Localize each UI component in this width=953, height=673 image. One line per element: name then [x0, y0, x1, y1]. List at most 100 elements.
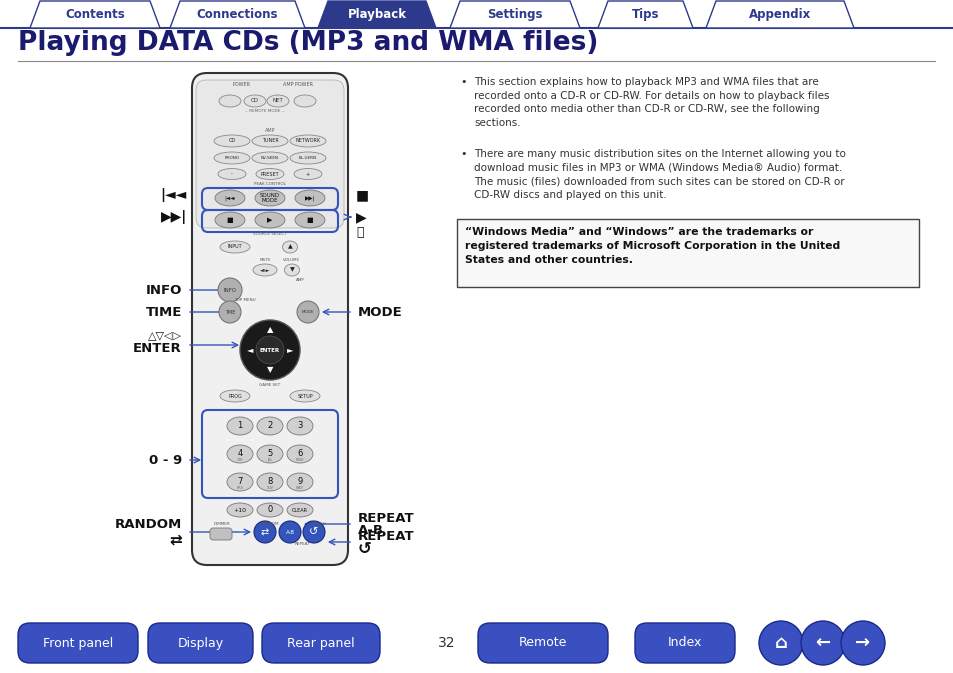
Text: 2: 2: [267, 421, 273, 431]
Ellipse shape: [253, 264, 276, 276]
FancyBboxPatch shape: [195, 80, 344, 228]
Text: REPEAT: REPEAT: [357, 530, 415, 542]
Text: RANDOM: RANDOM: [260, 522, 279, 526]
Text: ⇄: ⇄: [261, 527, 269, 537]
Text: ▶▶|: ▶▶|: [161, 210, 187, 224]
Text: PHONO: PHONO: [224, 156, 239, 160]
Ellipse shape: [252, 135, 288, 147]
Text: +10: +10: [233, 507, 246, 513]
Text: NET: NET: [273, 98, 283, 104]
Text: |◄◄: |◄◄: [225, 195, 235, 201]
Ellipse shape: [294, 168, 322, 180]
Ellipse shape: [218, 168, 246, 180]
Text: REPEAT: REPEAT: [357, 511, 415, 524]
Text: BL-UERN: BL-UERN: [298, 156, 316, 160]
Text: Tips: Tips: [631, 8, 659, 21]
Circle shape: [278, 521, 301, 543]
Text: ⇄: ⇄: [169, 532, 182, 548]
Ellipse shape: [255, 168, 284, 180]
Text: WXY: WXY: [295, 486, 304, 490]
Text: ↺: ↺: [357, 540, 372, 558]
Text: INFO: INFO: [146, 283, 182, 297]
Text: A-B: A-B: [357, 524, 384, 538]
Text: GAME SET: GAME SET: [259, 383, 280, 387]
Text: 9: 9: [297, 478, 302, 487]
Ellipse shape: [290, 390, 319, 402]
Text: Playing DATA CDs (MP3 and WMA files): Playing DATA CDs (MP3 and WMA files): [18, 30, 598, 56]
Text: JKL: JKL: [267, 458, 273, 462]
Text: ■: ■: [306, 217, 313, 223]
Text: 3: 3: [297, 421, 302, 431]
Text: •: •: [459, 77, 466, 87]
Text: →: →: [855, 634, 870, 652]
Ellipse shape: [287, 417, 313, 435]
Text: ⌂: ⌂: [774, 634, 786, 652]
Ellipse shape: [254, 190, 285, 206]
Text: “Windows Media” and “Windows” are the trademarks or
registered trademarks of Mic: “Windows Media” and “Windows” are the tr…: [464, 227, 840, 265]
FancyBboxPatch shape: [192, 73, 348, 565]
Ellipse shape: [214, 190, 245, 206]
Text: SOUND
MODE: SOUND MODE: [259, 192, 280, 203]
Text: ►: ►: [287, 345, 293, 355]
Text: Appendix: Appendix: [748, 8, 810, 21]
Text: INPUT: INPUT: [228, 244, 242, 250]
Text: INFO: INFO: [223, 287, 236, 293]
Ellipse shape: [254, 212, 285, 228]
Text: ▲: ▲: [287, 244, 292, 250]
Ellipse shape: [227, 473, 253, 491]
Text: ⏸: ⏸: [355, 225, 363, 238]
Ellipse shape: [290, 135, 326, 147]
Text: ←: ←: [815, 634, 830, 652]
Ellipse shape: [256, 503, 283, 517]
Text: SEARCH: SEARCH: [310, 522, 326, 526]
Text: MODE: MODE: [357, 306, 402, 318]
Text: Contents: Contents: [65, 8, 125, 21]
Text: MUTE: MUTE: [259, 258, 271, 262]
Text: TUNER: TUNER: [261, 139, 278, 143]
Text: AMP POWER: AMP POWER: [283, 83, 313, 87]
Text: ▶: ▶: [355, 210, 366, 224]
Circle shape: [841, 621, 884, 665]
Text: VOLUME: VOLUME: [283, 258, 300, 262]
Polygon shape: [30, 1, 160, 28]
Text: PROG: PROG: [228, 394, 242, 398]
FancyBboxPatch shape: [262, 623, 379, 663]
Text: TME: TME: [225, 310, 235, 314]
Ellipse shape: [213, 135, 250, 147]
Text: TUV: TUV: [266, 486, 274, 490]
Text: PRESET: PRESET: [260, 172, 279, 176]
Text: |◄◄: |◄◄: [161, 188, 187, 202]
Ellipse shape: [287, 473, 313, 491]
Text: ▶▶|: ▶▶|: [304, 195, 314, 201]
FancyBboxPatch shape: [18, 623, 138, 663]
Text: NV-SEEN: NV-SEEN: [261, 156, 278, 160]
FancyBboxPatch shape: [456, 219, 918, 287]
Text: 5: 5: [267, 450, 273, 458]
Ellipse shape: [267, 95, 289, 107]
Text: CD: CD: [251, 98, 258, 104]
Text: PEAK CONTROL: PEAK CONTROL: [253, 182, 286, 186]
Text: AMP: AMP: [295, 278, 304, 282]
Ellipse shape: [284, 264, 299, 276]
Circle shape: [253, 521, 275, 543]
Text: ↺: ↺: [309, 527, 318, 537]
Ellipse shape: [227, 445, 253, 463]
Text: TOP MENU: TOP MENU: [233, 298, 255, 302]
Text: POWER: POWER: [233, 83, 251, 87]
Text: MNO: MNO: [295, 458, 304, 462]
Ellipse shape: [227, 503, 253, 517]
Polygon shape: [450, 1, 579, 28]
Ellipse shape: [214, 212, 245, 228]
Text: △▽◁▷: △▽◁▷: [148, 330, 182, 340]
Text: MODE: MODE: [301, 310, 314, 314]
Text: This section explains how to playback MP3 and WMA files that are
recorded onto a: This section explains how to playback MP…: [474, 77, 828, 128]
Text: RANDOM: RANDOM: [114, 518, 182, 530]
Text: TIME: TIME: [146, 306, 182, 318]
Text: ■: ■: [227, 217, 233, 223]
Text: ■: ■: [355, 188, 369, 202]
Text: Display: Display: [177, 637, 223, 649]
Text: A-B: A-B: [285, 530, 294, 534]
Text: ▼: ▼: [267, 365, 273, 374]
Circle shape: [218, 278, 242, 302]
Polygon shape: [170, 1, 305, 28]
